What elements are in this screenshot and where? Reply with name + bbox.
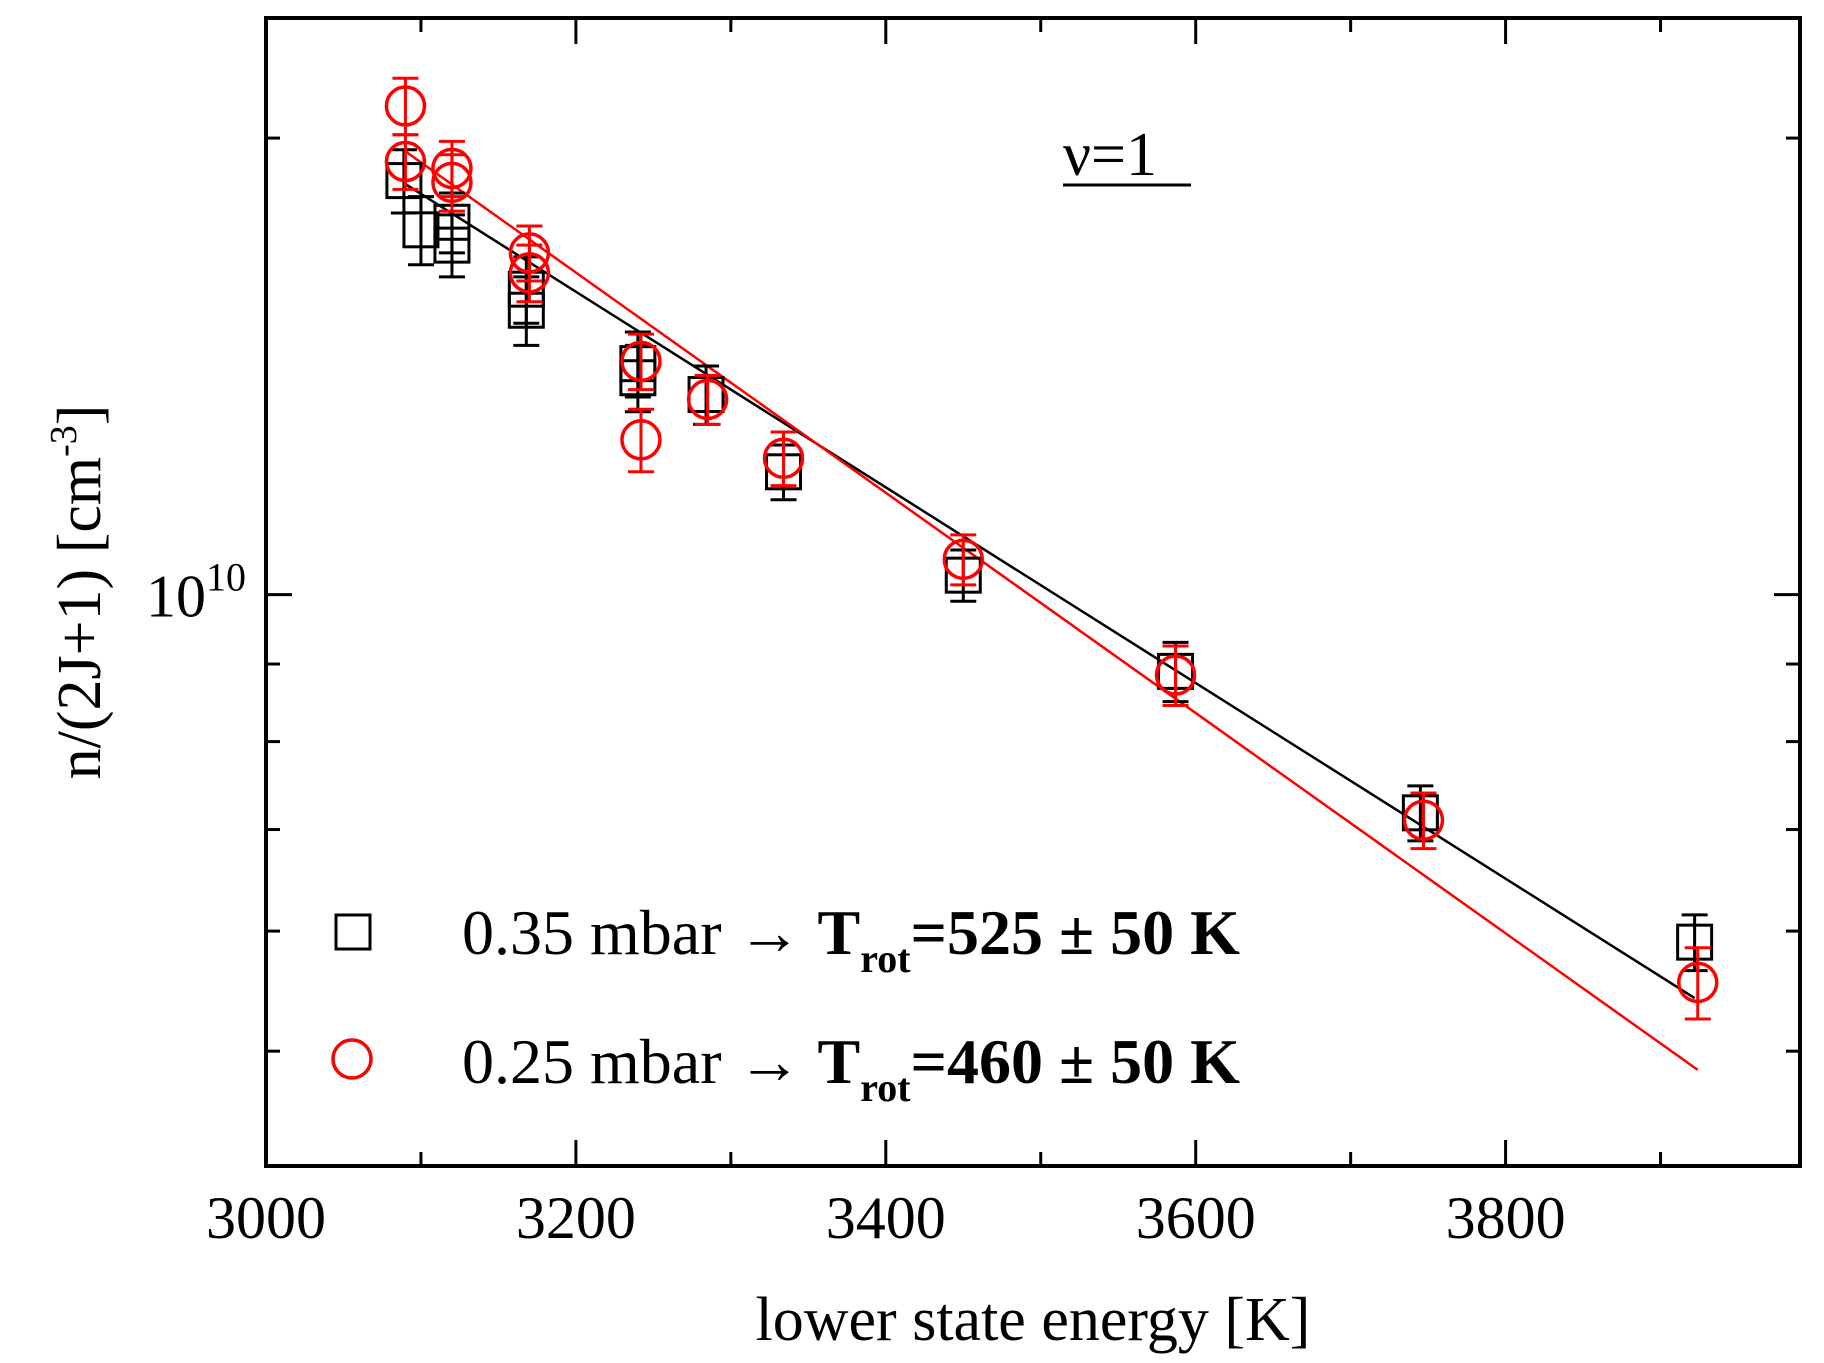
- legend-entry-1: 0.35 mbar → Trot=525 ± 50 K: [462, 897, 1240, 981]
- legend-entry-1-pre: 0.35 mbar →: [462, 897, 818, 968]
- legend-entry-2-t: T: [818, 1026, 861, 1097]
- x-tick-label: 3000: [206, 1185, 326, 1251]
- legend-entry-2-sub: rot: [860, 1065, 911, 1110]
- legend-entry-1-sub: rot: [860, 936, 911, 981]
- data-point-square: [385, 162, 423, 200]
- tick-labels: 3000 3200 3400 3600 3800 1010: [146, 555, 1566, 1251]
- plot-frame: [264, 16, 1802, 1168]
- data-point-square: [619, 359, 657, 397]
- x-tick-label: 3600: [1136, 1185, 1256, 1251]
- data-point-circle: [620, 419, 662, 461]
- fit-lines: [404, 150, 1699, 1071]
- x-axis-title: lower state energy [K]: [756, 1286, 1311, 1354]
- data-points: [384, 76, 1719, 1021]
- data-point-circle: [1154, 654, 1197, 696]
- data-point-circle: [686, 378, 729, 421]
- y-axis-title-sup: -3: [43, 425, 85, 457]
- legend-marker-square: [334, 913, 372, 951]
- fit-line-2: [404, 150, 1699, 1071]
- legend-entry-1-t: T: [818, 897, 861, 968]
- data-point-circle: [620, 340, 662, 383]
- fit-line-1: [404, 183, 1696, 1000]
- y-axis-title-main: n/(2J+1) [cm: [46, 457, 114, 780]
- data-point-square: [1676, 923, 1714, 961]
- data-point-circle: [942, 538, 985, 581]
- legend-entry-2-pre: 0.25 mbar →: [462, 1026, 818, 1097]
- data-point-circle: [431, 161, 473, 204]
- data-point-circle: [384, 85, 427, 127]
- data-point-square: [1401, 794, 1439, 832]
- y-tick-label-base: 10: [146, 564, 206, 630]
- x-tick-label: 3200: [516, 1185, 636, 1251]
- data-point-circle: [508, 252, 551, 294]
- y-tick-label: 1010: [146, 555, 246, 630]
- x-tick-label: 3800: [1446, 1185, 1566, 1251]
- data-point-circle: [1676, 961, 1719, 1004]
- data-point-circle: [1402, 799, 1445, 841]
- legend-entry-1-post: =525 ± 50 K: [911, 897, 1241, 968]
- y-axis-title-close: ]: [46, 405, 114, 426]
- legend: 0.35 mbar → Trot=525 ± 50 K 0.25 mbar → …: [331, 897, 1240, 1110]
- data-point-square: [433, 226, 471, 264]
- data-point-circle: [384, 140, 427, 183]
- x-tick-label: 3400: [826, 1185, 946, 1251]
- data-point-square: [402, 211, 440, 249]
- y-tick-label-exp: 10: [206, 555, 246, 600]
- legend-marker-circle: [331, 1038, 373, 1080]
- series-2: [384, 76, 1719, 1021]
- legend-entry-2: 0.25 mbar → Trot=460 ± 50 K: [462, 1026, 1240, 1110]
- data-point-circle: [762, 437, 805, 480]
- legend-entry-2-post: =460 ± 50 K: [911, 1026, 1241, 1097]
- annotation-vibrational-level: ν=1: [1063, 121, 1157, 189]
- y-axis-title: n/(2J+1) [cm-3]: [43, 405, 114, 780]
- axis-ticks: [264, 18, 1800, 1166]
